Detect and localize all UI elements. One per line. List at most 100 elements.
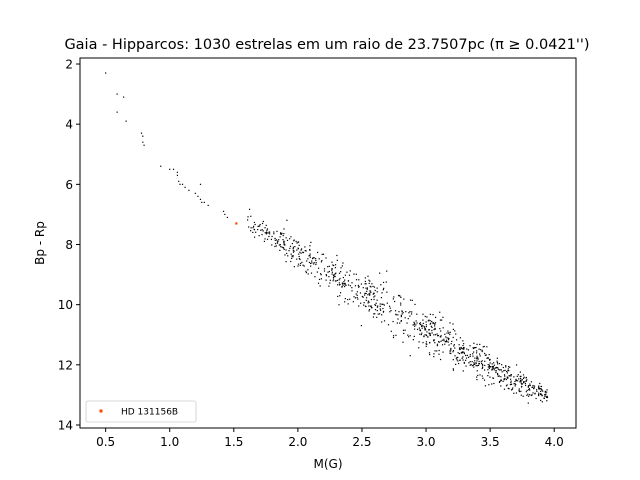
star-point [500,376,502,378]
star-point [414,325,416,327]
star-point [507,370,509,372]
star-point [503,379,505,381]
star-point [365,297,368,299]
star-point [310,262,312,265]
y-tick-label: 4 [65,118,73,132]
star-point [453,344,455,346]
star-point [265,231,268,233]
star-point [379,309,382,311]
star-point [462,344,464,347]
star-point [447,341,449,343]
star-point [292,256,294,258]
star-point [526,389,528,392]
star-point [491,365,493,368]
star-point [289,245,292,247]
star-point [518,378,520,380]
star-point [356,294,358,296]
star-point [289,247,291,249]
star-point [302,264,304,266]
star-point [415,324,417,326]
star-point [523,382,525,384]
star-point [514,383,516,385]
star-point [261,229,263,231]
star-point [268,235,270,238]
star-point [469,364,471,366]
star-point [540,393,542,395]
star-point [402,341,404,343]
star-point [226,216,228,219]
star-point [293,240,295,242]
star-point [413,323,415,325]
star-point [181,183,184,185]
star-point [247,216,249,218]
star-point [422,341,424,344]
star-point [344,284,346,286]
star-point [462,359,464,361]
star-point [529,394,531,396]
star-point [363,302,365,304]
star-point [286,239,289,242]
star-point [291,255,293,257]
star-point [501,371,503,373]
star-point [309,248,311,251]
star-point [297,248,299,250]
star-point [283,241,285,243]
star-point [360,325,363,327]
star-point [441,339,443,341]
star-point [302,251,305,254]
star-point [402,312,404,314]
star-point [520,375,522,377]
star-point [281,246,283,248]
star-point [488,367,490,370]
star-point [308,261,311,264]
star-point [376,287,378,289]
star-point [544,394,546,396]
star-point [286,252,288,255]
star-point [508,369,510,372]
star-point [484,354,486,356]
star-point [335,280,337,282]
star-point [366,287,368,289]
star-point [439,311,441,313]
star-point [357,298,359,300]
star-point [279,244,281,246]
star-point [372,316,375,318]
star-point [287,255,289,257]
star-point [431,326,433,328]
star-point [424,328,426,330]
star-point [433,328,435,331]
star-point [465,359,467,361]
star-point [431,320,433,323]
star-point [436,343,439,345]
star-point [539,393,542,395]
star-point [434,350,436,352]
star-point [515,364,518,366]
star-point [449,333,451,336]
star-point [365,283,367,285]
star-point [473,363,475,365]
star-point [389,311,391,313]
star-point [376,299,378,301]
star-point [307,269,309,271]
star-point [515,378,517,381]
star-point [432,322,434,324]
star-point [266,228,269,230]
star-point [395,314,397,316]
star-point [199,198,202,200]
star-point [544,391,547,393]
x-tick-label: 4.0 [545,435,564,449]
star-point [343,282,345,285]
star-point [341,265,343,267]
star-point [486,357,488,359]
star-point [378,272,381,274]
star-point [514,385,516,387]
star-point [533,385,536,387]
star-point [341,283,344,285]
star-point [253,225,255,228]
star-point [430,322,432,324]
star-point [534,393,536,395]
star-point [413,335,415,337]
star-point [297,263,300,265]
star-point [125,120,127,122]
star-point [484,385,487,387]
